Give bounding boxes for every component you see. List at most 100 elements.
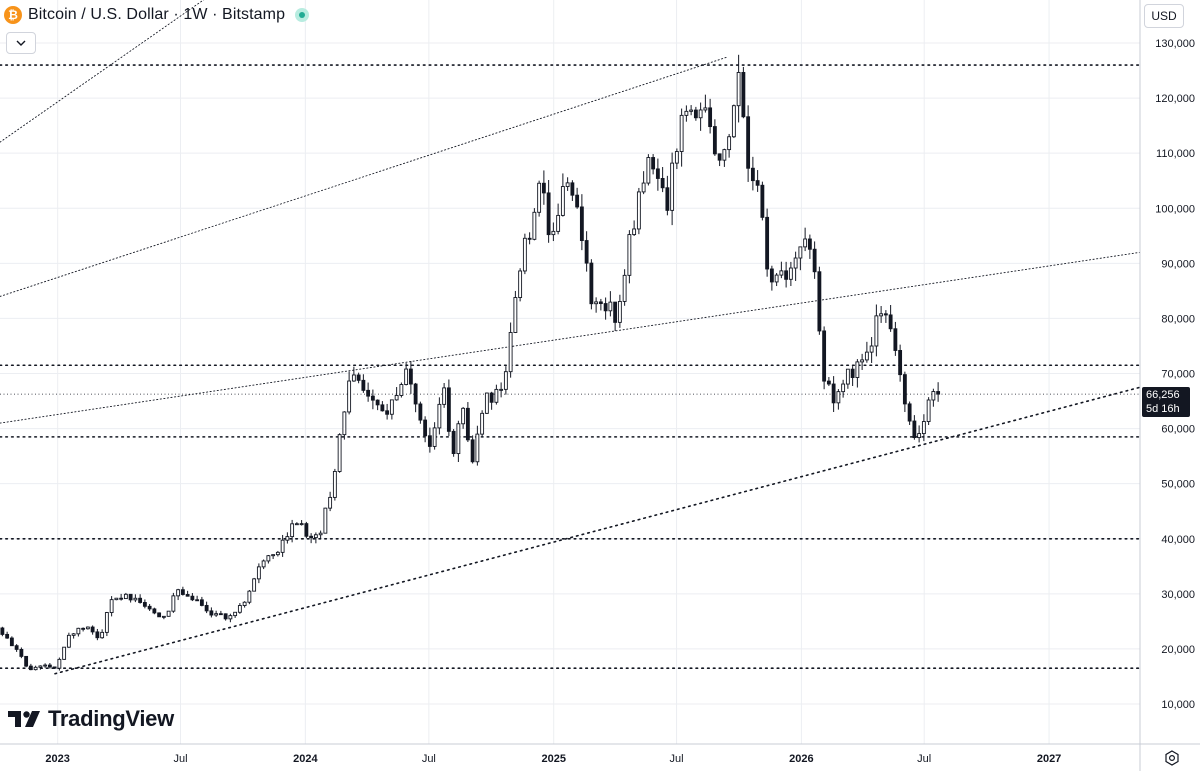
candle [0, 626, 5, 637]
y-tick-label: 100,000 [1155, 203, 1195, 215]
candle-body-down [598, 301, 603, 305]
candle [95, 628, 100, 641]
candle-body-down [750, 167, 755, 182]
candle [736, 54, 741, 123]
candle-body-up [71, 633, 76, 636]
candle [152, 607, 157, 615]
candle [228, 613, 233, 623]
chart-settings-button[interactable] [1161, 747, 1183, 769]
candle-body-up [43, 664, 48, 667]
candle [480, 410, 485, 437]
candle-body-down [147, 605, 152, 610]
candle [90, 625, 95, 635]
price-axis[interactable]: 10,000 20,000 30,000 40,000 50,000 60,000 70,0… [1155, 38, 1195, 711]
candle-body-up [100, 631, 105, 639]
candle-body-down [613, 301, 618, 323]
candle-body-down [822, 330, 827, 382]
candle [712, 119, 717, 156]
candle [394, 387, 399, 401]
y-tick-label: 40,000 [1161, 534, 1195, 546]
candle [613, 301, 618, 331]
candle-body-up [703, 107, 708, 111]
candle-body-down [746, 116, 751, 169]
candle [674, 148, 679, 170]
candle-body-up [779, 270, 784, 276]
candle-body-up [684, 110, 689, 116]
candle-body-down [760, 184, 765, 218]
candle [19, 647, 24, 659]
candle-body-down [741, 71, 746, 118]
candle-body-up [879, 313, 884, 317]
candle-body-up [323, 507, 328, 534]
candle [636, 187, 641, 235]
candle [826, 377, 831, 387]
candle [689, 105, 694, 116]
candle [437, 397, 442, 435]
candle [57, 657, 62, 671]
candle [798, 246, 803, 271]
y-tick-label: 80,000 [1161, 313, 1195, 325]
candle [43, 663, 48, 668]
candle-body-up [499, 388, 504, 391]
market-status-dot[interactable] [295, 8, 310, 22]
y-tick-label: 110,000 [1156, 148, 1195, 160]
candle [223, 613, 228, 621]
candle [14, 644, 19, 652]
currency-button[interactable]: USD [1144, 4, 1184, 28]
candle-body-up [242, 601, 247, 606]
candle-body-down [195, 599, 200, 602]
candle [465, 402, 470, 443]
candle-body-down [831, 383, 836, 404]
candle-body-down [81, 627, 86, 630]
candle [522, 233, 527, 275]
candle [746, 105, 751, 182]
candle [936, 382, 941, 402]
candle-body-down [185, 594, 190, 597]
candle-body-up [437, 403, 442, 429]
candle [575, 187, 580, 209]
candle-body-up [793, 257, 798, 269]
candle-body-down [24, 655, 29, 667]
candle-body-down [138, 597, 143, 603]
x-tick-label: Jul [917, 753, 931, 765]
candle [551, 222, 556, 242]
candle-body-down [47, 664, 52, 668]
candle [9, 636, 14, 647]
candle [503, 366, 508, 395]
candle-body-up [285, 536, 290, 541]
candle [138, 594, 143, 604]
candle [461, 406, 466, 429]
candle-body-up [62, 646, 67, 660]
candle-body-up [560, 186, 565, 216]
y-tick-label: 30,000 [1161, 589, 1195, 601]
chart-header: ₿ Bitcoin / U.S. Dollar · 1W · Bitstamp [4, 4, 310, 26]
candle-body-down [655, 168, 660, 179]
candle [366, 382, 371, 402]
candle-body-up [133, 597, 138, 601]
bar-countdown: 5d 16h [1146, 403, 1180, 415]
candle-body-up [503, 371, 508, 390]
candle [142, 599, 147, 609]
candle [380, 401, 385, 412]
candle [622, 269, 627, 306]
candle-body-down [361, 379, 366, 391]
candle [912, 415, 917, 440]
candle-body-up [166, 610, 171, 617]
candle [513, 290, 518, 334]
candle [218, 610, 223, 616]
candle-body-down [90, 626, 95, 633]
trendline [54, 386, 1141, 675]
symbol-title[interactable]: Bitcoin / U.S. Dollar · 1W · Bitstamp [28, 6, 286, 23]
candle [589, 259, 594, 310]
candle [475, 425, 480, 466]
candle-body-up [318, 532, 323, 536]
candle [926, 397, 931, 426]
time-axis[interactable]: 2023 Jul 2024 Jul 2025 Jul 2026 Jul 2027 [45, 753, 1061, 765]
candle [532, 208, 537, 241]
tradingview-logo[interactable]: TradingView [8, 706, 174, 732]
candle [266, 554, 271, 564]
candle [399, 382, 404, 398]
candle [660, 167, 665, 193]
collapse-legend-button[interactable] [6, 32, 36, 54]
